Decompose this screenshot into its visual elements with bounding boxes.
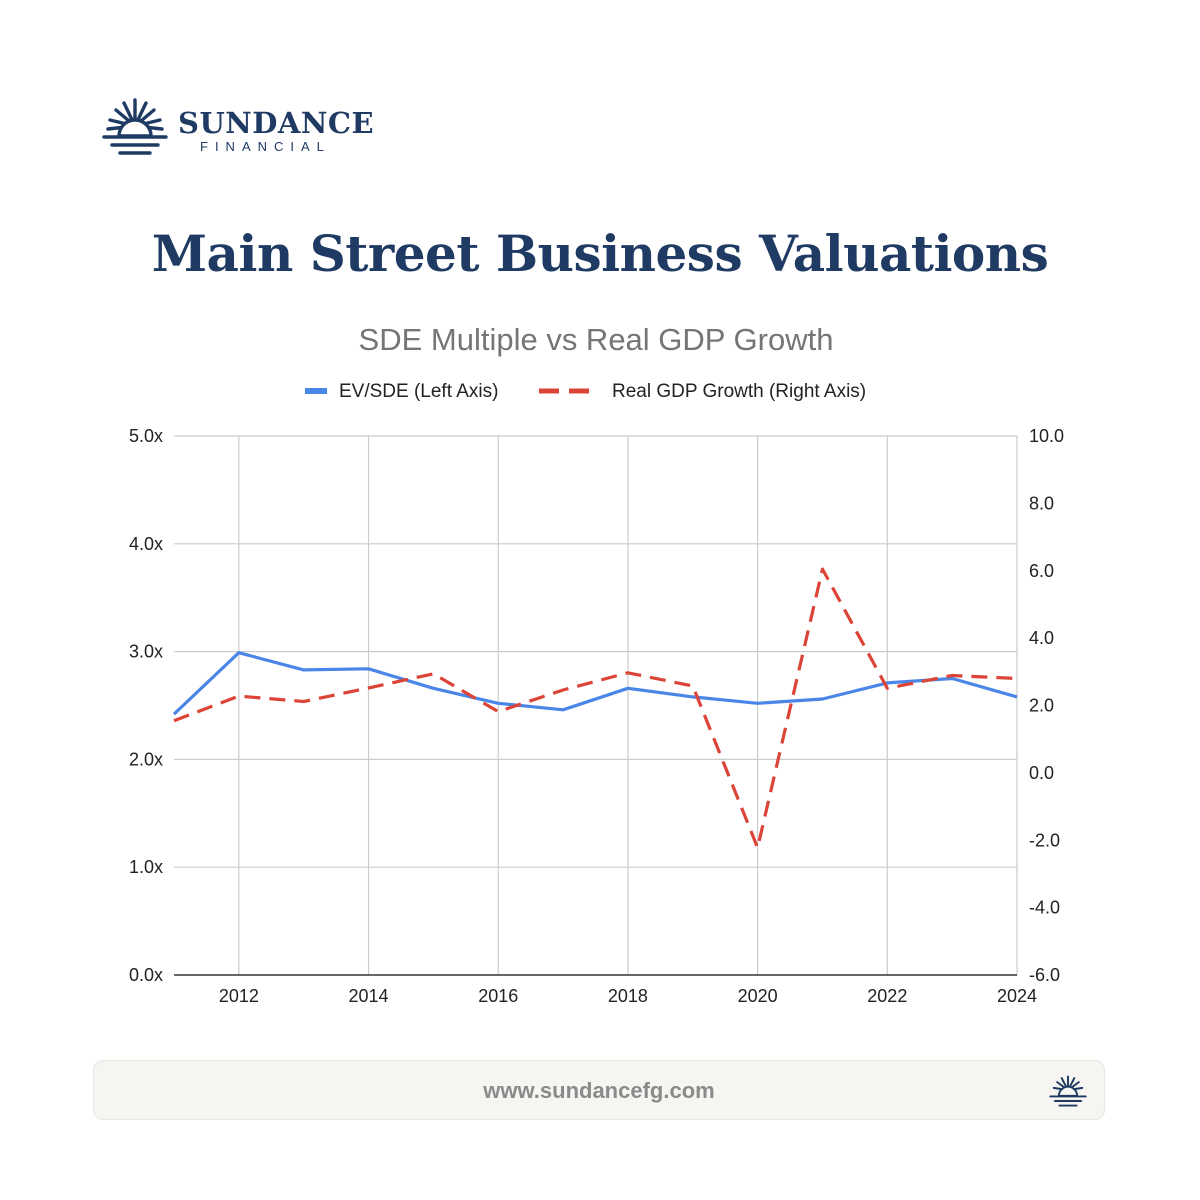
y-right-tick-label: 6.0 [1029,561,1054,581]
x-tick-label: 2014 [349,986,389,1006]
x-tick-label: 2020 [738,986,778,1006]
y-right-tick-label: 0.0 [1029,763,1054,783]
sunrise-icon [1049,1075,1087,1107]
y-left-tick-label: 3.0x [129,642,163,662]
line-chart: SDE Multiple vs Real GDP Growth EV/SDE (L… [129,322,1064,1006]
x-tick-label: 2016 [478,986,518,1006]
y-right-tick-label: -4.0 [1029,898,1060,918]
y-left-tick-label: 4.0x [129,534,163,554]
brand-text: SUNDANCE FINANCIAL [178,107,374,155]
legend-swatch-ev-sde [305,388,327,394]
x-tick-label: 2012 [219,986,259,1006]
website-url[interactable]: www.sundancefg.com [483,1078,715,1103]
sunrise-icon [102,98,168,155]
footer-bar: www.sundancefg.com [93,1060,1105,1120]
x-tick-label: 2024 [997,986,1037,1006]
brand-name: SUNDANCE [178,106,375,140]
y-left-tick-label: 2.0x [129,749,163,769]
x-tick-label: 2022 [867,986,907,1006]
x-tick-label: 2018 [608,986,648,1006]
brand-subtitle: FINANCIAL [200,139,331,154]
y-right-tick-label: -6.0 [1029,965,1060,985]
y-right-tick-label: 4.0 [1029,628,1054,648]
page-title: Main Street Business Valuations [151,224,1049,283]
y-left-tick-label: 0.0x [129,965,163,985]
y-right-tick-label: 10.0 [1029,426,1064,446]
legend-label-gdp: Real GDP Growth (Right Axis) [612,381,866,402]
y-right-tick-label: 2.0 [1029,696,1054,716]
brand-logo: SUNDANCE FINANCIAL [100,96,374,166]
series-line-gdp [173,567,1018,850]
y-left-tick-label: 1.0x [129,857,163,877]
y-right-tick-label: 8.0 [1029,493,1054,513]
chart-title: SDE Multiple vs Real GDP Growth [359,322,834,357]
series-line-ev-sde [172,651,1018,716]
y-right-tick-label: -2.0 [1029,830,1060,850]
legend-label-ev-sde: EV/SDE (Left Axis) [339,381,498,402]
y-left-tick-label: 5.0x [129,426,163,446]
